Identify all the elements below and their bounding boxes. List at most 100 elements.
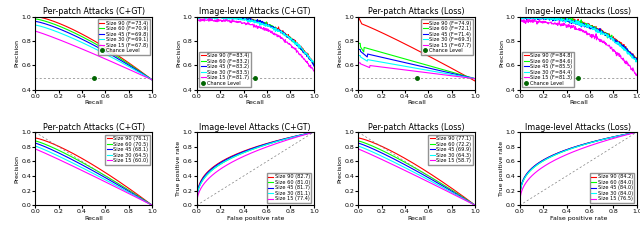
Line: Size 30 (64.3): Size 30 (64.3) bbox=[358, 146, 476, 205]
Size 30 (84.0) bbox=[622, 133, 630, 136]
Line: Size 30 (84.0): Size 30 (84.0) bbox=[520, 132, 637, 205]
Title: Image-level Attacks (C+GT): Image-level Attacks (C+GT) bbox=[200, 8, 311, 17]
Line: Size 90 (82.7): Size 90 (82.7) bbox=[196, 132, 314, 205]
Size 60 (F=70.9) bbox=[100, 48, 108, 51]
Size 90 (F=74.9) bbox=[355, 15, 362, 18]
Size 30 (F=69.1) bbox=[103, 53, 111, 56]
Size 15 (F=81.3) bbox=[622, 63, 630, 65]
Size 45 (F=85.5) bbox=[588, 27, 596, 30]
Size 60 (F=72.1) bbox=[355, 42, 362, 45]
Size 60 (F=83.2) bbox=[193, 16, 200, 19]
Size 45 (84.0) bbox=[516, 204, 524, 207]
Size 30 (F=83.5) bbox=[310, 60, 317, 63]
Size 30 (64.5) bbox=[148, 204, 156, 207]
Y-axis label: Precision: Precision bbox=[15, 155, 20, 183]
Size 15 (F=81.7) bbox=[263, 27, 271, 30]
Line: Size 45 (68.1): Size 45 (68.1) bbox=[35, 143, 152, 205]
Size 60 (F=72.1) bbox=[453, 72, 461, 75]
Size 90 (F=84.8) bbox=[585, 22, 593, 25]
Size 90 (F=84.8) bbox=[516, 15, 524, 18]
Size 45 (69.9) bbox=[355, 142, 362, 145]
Size 60 (81.0) bbox=[292, 135, 300, 138]
Line: Size 30 (F=83.5): Size 30 (F=83.5) bbox=[196, 17, 314, 62]
Line: Size 45 (F=71.4): Size 45 (F=71.4) bbox=[358, 50, 476, 79]
Legend: Size 90 (82.7), Size 60 (81.0), Size 45 (81.7), Size 30 (81.1), Size 15 (77.4): Size 90 (82.7), Size 60 (81.0), Size 45 … bbox=[266, 173, 311, 203]
Size 45 (84.0) bbox=[516, 191, 524, 194]
Size 15 (F=67.8) bbox=[32, 30, 40, 33]
Size 15 (F=67.7) bbox=[472, 77, 479, 80]
Size 45 (68.1) bbox=[32, 142, 40, 145]
X-axis label: Recall: Recall bbox=[408, 100, 426, 105]
Size 90 (F=84.8) bbox=[622, 45, 630, 48]
Size 60 (F=83.2) bbox=[194, 15, 202, 18]
Size 15 (60.0) bbox=[101, 180, 109, 183]
Size 30 (F=69.1) bbox=[31, 24, 39, 26]
Size 30 (64.5) bbox=[100, 178, 108, 181]
Line: Size 30 (F=84.4): Size 30 (F=84.4) bbox=[520, 17, 637, 62]
Size 60 (F=72.1) bbox=[461, 74, 468, 77]
Size 30 (81.1) bbox=[292, 135, 300, 138]
Size 90 (F=74.9) bbox=[453, 70, 461, 72]
Size 15 (F=81.3) bbox=[516, 18, 524, 21]
Size 90 (77.1) bbox=[472, 204, 479, 207]
Size 30 (64.3) bbox=[453, 194, 461, 197]
Size 45 (F=71.4) bbox=[424, 67, 432, 69]
Size 45 (81.7) bbox=[310, 131, 317, 134]
Line: Size 30 (64.5): Size 30 (64.5) bbox=[35, 146, 152, 205]
Size 30 (F=83.5) bbox=[193, 16, 200, 19]
Size 30 (F=83.5) bbox=[262, 23, 270, 26]
Size 30 (84.0) bbox=[633, 131, 640, 134]
Size 45 (F=71.4) bbox=[355, 48, 362, 51]
Size 90 (76.1) bbox=[32, 137, 40, 139]
Size 15 (F=67.7) bbox=[355, 61, 362, 64]
Size 60 (F=83.2) bbox=[292, 42, 300, 44]
Size 15 (F=81.3) bbox=[633, 74, 640, 77]
X-axis label: Recall: Recall bbox=[408, 216, 426, 221]
Size 90 (82.7) bbox=[264, 142, 272, 144]
Line: Size 90 (F=74.9): Size 90 (F=74.9) bbox=[358, 17, 476, 81]
Line: Size 90 (84.2): Size 90 (84.2) bbox=[520, 132, 637, 205]
Size 60 (F=72.1) bbox=[355, 42, 362, 45]
Line: Size 45 (81.7): Size 45 (81.7) bbox=[196, 132, 314, 205]
Size 45 (81.7) bbox=[262, 143, 270, 145]
Size 60 (84.0) bbox=[588, 141, 595, 144]
Line: Size 30 (F=69.3): Size 30 (F=69.3) bbox=[358, 55, 476, 79]
Title: Per-patch Attacks (C+GT): Per-patch Attacks (C+GT) bbox=[43, 8, 145, 17]
Size 90 (F=84.8) bbox=[586, 23, 593, 26]
Size 15 (76.5) bbox=[586, 144, 593, 147]
Size 45 (68.1) bbox=[130, 193, 138, 196]
Size 45 (F=71.4) bbox=[461, 75, 468, 78]
Size 15 (F=67.7) bbox=[424, 71, 432, 74]
Size 60 (72.2) bbox=[461, 197, 468, 200]
Y-axis label: Precision: Precision bbox=[338, 155, 343, 183]
Size 30 (64.3) bbox=[355, 145, 362, 148]
Size 15 (F=67.8) bbox=[31, 30, 39, 33]
Size 30 (F=69.1) bbox=[148, 79, 156, 81]
Size 60 (F=83.2) bbox=[262, 21, 270, 23]
Size 45 (68.1) bbox=[101, 176, 109, 179]
Line: Size 45 (84.0): Size 45 (84.0) bbox=[520, 132, 637, 205]
Size 45 (81.7) bbox=[193, 193, 201, 196]
Size 30 (81.1) bbox=[193, 194, 201, 197]
Size 15 (F=67.7) bbox=[453, 75, 461, 78]
Size 90 (84.2) bbox=[516, 204, 524, 207]
Size 90 (F=73.4) bbox=[148, 79, 156, 81]
Size 90 (82.7) bbox=[193, 204, 200, 207]
Size 45 (81.7) bbox=[262, 143, 270, 146]
Size 30 (F=84.4) bbox=[588, 25, 596, 28]
Size 30 (81.1) bbox=[299, 133, 307, 136]
Size 60 (F=83.2) bbox=[263, 22, 271, 25]
Size 15 (F=81.3) bbox=[516, 20, 524, 22]
Line: Size 15 (F=81.7): Size 15 (F=81.7) bbox=[196, 18, 314, 71]
Size 30 (81.1) bbox=[262, 143, 270, 146]
Size 30 (F=83.5) bbox=[265, 25, 273, 28]
Size 90 (F=83.4) bbox=[193, 15, 201, 18]
Size 90 (F=74.9) bbox=[355, 16, 362, 19]
Size 60 (84.0) bbox=[614, 135, 622, 137]
Size 90 (F=83.4) bbox=[264, 23, 272, 26]
Size 45 (F=83.2) bbox=[299, 50, 307, 53]
Line: Size 15 (60.0): Size 15 (60.0) bbox=[35, 149, 152, 205]
Size 30 (84.0) bbox=[614, 135, 622, 137]
Size 15 (77.4) bbox=[299, 134, 307, 137]
Size 90 (F=73.4) bbox=[130, 65, 138, 68]
